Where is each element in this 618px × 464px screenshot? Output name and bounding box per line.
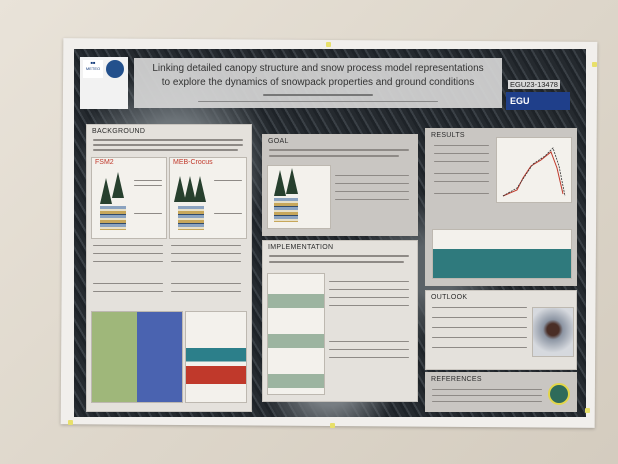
- pin: [326, 42, 331, 47]
- egu-logo: EGU: [506, 92, 570, 110]
- pin: [592, 62, 597, 67]
- results-panel: RESULTS: [425, 128, 577, 286]
- poster-title-line-2: to explore the dynamics of snowpack prop…: [161, 77, 475, 88]
- poster-title-line-1: Linking detailed canopy structure and sn…: [152, 63, 484, 74]
- references-panel: REFERENCES: [425, 372, 577, 412]
- snow-depth-timeseries: [496, 137, 572, 203]
- distribution-plots: [432, 229, 572, 279]
- pin: [330, 423, 335, 428]
- cnrm-logo: [106, 60, 124, 78]
- background-heading: BACKGROUND: [92, 128, 146, 135]
- abstract-id: EGU23-13478: [508, 80, 560, 89]
- goal-heading: GOAL: [268, 138, 289, 145]
- logo-block: ■■ METEO: [80, 57, 128, 109]
- meb-crocus-figure: MEB-Crocus: [169, 157, 247, 239]
- references-heading: REFERENCES: [431, 376, 482, 383]
- results-heading: RESULTS: [431, 132, 465, 139]
- implementation-panel: IMPLEMENTATION: [262, 240, 418, 402]
- pin: [68, 420, 73, 425]
- goal-panel: GOAL: [262, 134, 418, 236]
- background-panel: BACKGROUND FSM2 MEB-Crocus: [86, 124, 252, 412]
- title-banner: Linking detailed canopy structure and sn…: [134, 58, 502, 108]
- goal-figure: [267, 165, 331, 229]
- fsm2-label: FSM2: [95, 159, 114, 166]
- canopy-maps: [91, 311, 183, 403]
- implementation-heading: IMPLEMENTATION: [268, 244, 334, 251]
- fsm2-figure: FSM2: [91, 157, 167, 239]
- meb-crocus-label: MEB-Crocus: [173, 159, 213, 166]
- egu-badge: [548, 383, 570, 405]
- meteo-france-logo: ■■ METEO: [83, 60, 103, 78]
- outlook-heading: OUTLOOK: [431, 294, 468, 301]
- implementation-diagram: [267, 273, 325, 395]
- timeseries-lines: [502, 147, 566, 197]
- pin: [585, 408, 590, 413]
- histogram-plots: [185, 311, 247, 403]
- outlook-panel: OUTLOOK: [425, 290, 577, 370]
- outlook-photo: [532, 307, 574, 357]
